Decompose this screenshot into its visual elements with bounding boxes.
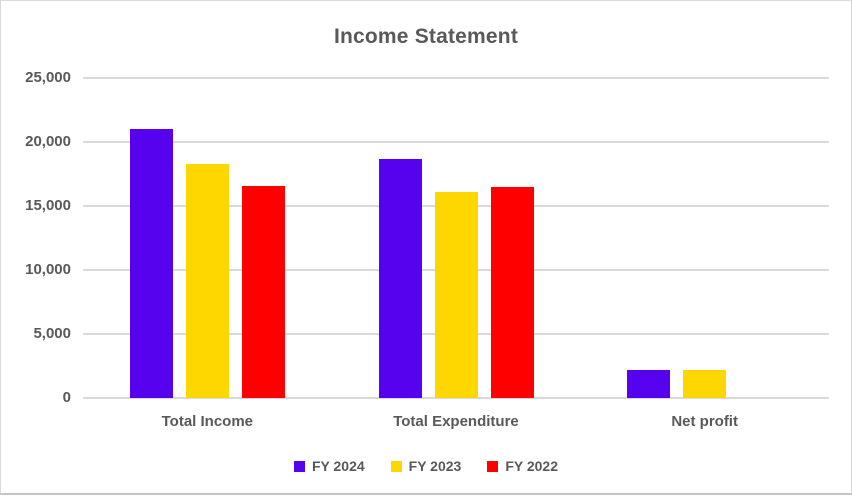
bar-fy-2024-total-income bbox=[129, 129, 173, 398]
legend-item-fy-2022: FY 2022 bbox=[487, 459, 558, 473]
bar-fy-2023-net-profit bbox=[683, 370, 727, 398]
bar-fy-2022-total-income bbox=[241, 186, 285, 398]
legend-swatch-fy-2024 bbox=[293, 460, 305, 472]
gridline bbox=[83, 397, 829, 399]
chart-title: Income Statement bbox=[333, 25, 519, 48]
category-label-total-expenditure: Total Expenditure bbox=[393, 413, 519, 430]
bar-fy-2023-total-income bbox=[185, 163, 229, 398]
legend-swatch-fy-2023 bbox=[390, 460, 402, 472]
legend-label-fy-2023: FY 2023 bbox=[408, 458, 462, 474]
category-label-net-profit: Net profit bbox=[671, 413, 738, 430]
legend-item-fy-2024: FY 2024 bbox=[293, 458, 365, 474]
legend-label-fy-2022: FY 2022 bbox=[505, 458, 558, 474]
legend-swatch-fy-2022 bbox=[487, 460, 499, 472]
y-tick-label: 15,000 bbox=[25, 197, 71, 214]
bar-fy-2024-net-profit bbox=[627, 370, 671, 398]
legend-label-fy-2024: FY 2024 bbox=[311, 458, 365, 474]
legend-item-fy-2023: FY 2023 bbox=[390, 458, 462, 474]
y-tick-label: 5,000 bbox=[33, 325, 71, 342]
gridline bbox=[83, 141, 829, 143]
bar-fy-2024-total-expenditure bbox=[378, 158, 422, 398]
category-label-total-income: Total Income bbox=[161, 413, 254, 430]
bar-fy-2023-total-expenditure bbox=[434, 191, 478, 398]
y-tick-label: 10,000 bbox=[25, 261, 71, 278]
bar-fy-2022-total-expenditure bbox=[490, 187, 534, 398]
gridline bbox=[83, 77, 829, 79]
legend: FY 2024 FY 2023 FY 2022 bbox=[1, 456, 851, 476]
y-tick-label: 20,000 bbox=[25, 133, 71, 150]
y-tick-label: 25,000 bbox=[25, 69, 71, 86]
y-tick-label: 0 bbox=[62, 389, 71, 406]
